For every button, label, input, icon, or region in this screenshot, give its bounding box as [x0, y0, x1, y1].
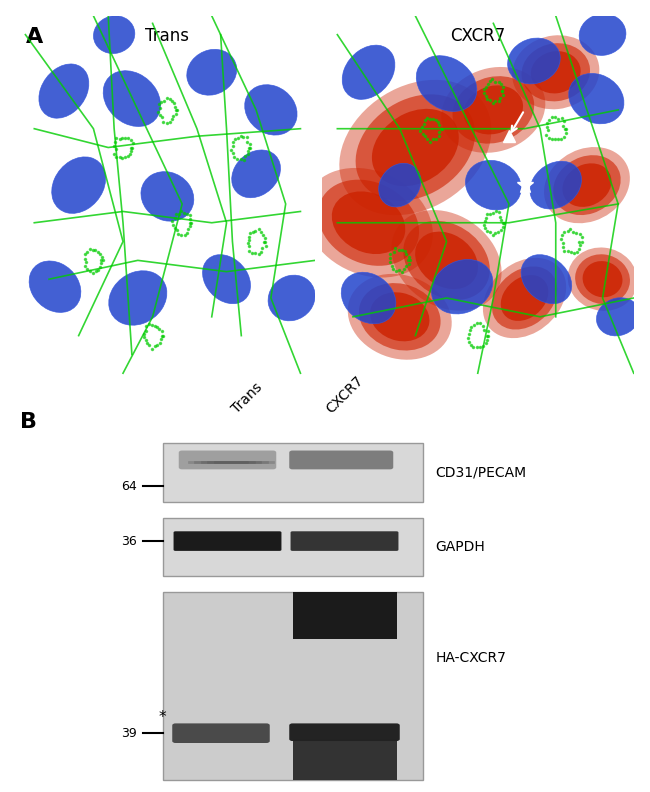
Ellipse shape [342, 45, 395, 99]
Ellipse shape [483, 258, 566, 338]
Ellipse shape [403, 221, 490, 300]
Text: HA-CXCR7: HA-CXCR7 [436, 651, 506, 665]
Ellipse shape [582, 261, 623, 297]
Ellipse shape [339, 80, 491, 215]
Ellipse shape [508, 38, 560, 84]
Ellipse shape [492, 266, 557, 329]
FancyBboxPatch shape [291, 531, 398, 551]
FancyBboxPatch shape [289, 451, 393, 470]
Ellipse shape [465, 160, 521, 210]
Ellipse shape [531, 51, 580, 93]
Ellipse shape [597, 298, 640, 336]
FancyBboxPatch shape [289, 723, 400, 741]
Ellipse shape [52, 157, 105, 213]
Text: CXCR7: CXCR7 [450, 27, 506, 45]
Ellipse shape [341, 272, 396, 324]
Text: CD31/PECAM: CD31/PECAM [436, 466, 526, 479]
FancyBboxPatch shape [292, 592, 396, 639]
Ellipse shape [416, 55, 477, 112]
Text: *: * [159, 710, 166, 725]
FancyBboxPatch shape [292, 739, 396, 780]
Text: 64: 64 [121, 480, 136, 493]
Ellipse shape [268, 275, 315, 321]
Ellipse shape [569, 74, 624, 124]
Ellipse shape [39, 64, 89, 118]
Ellipse shape [463, 86, 523, 135]
Ellipse shape [553, 155, 621, 215]
Ellipse shape [521, 44, 590, 101]
Ellipse shape [332, 192, 406, 254]
FancyBboxPatch shape [174, 531, 281, 551]
Ellipse shape [512, 36, 599, 109]
Text: Trans: Trans [229, 379, 265, 416]
Ellipse shape [567, 247, 638, 311]
Ellipse shape [575, 254, 630, 304]
Ellipse shape [530, 162, 582, 209]
Text: Trans: Trans [146, 27, 189, 45]
Ellipse shape [500, 275, 549, 321]
Ellipse shape [29, 261, 81, 312]
FancyBboxPatch shape [172, 723, 270, 743]
Ellipse shape [415, 231, 478, 289]
Ellipse shape [103, 70, 161, 127]
Ellipse shape [141, 172, 194, 221]
FancyBboxPatch shape [162, 518, 422, 577]
FancyBboxPatch shape [162, 592, 422, 780]
Ellipse shape [318, 180, 419, 266]
Ellipse shape [521, 255, 572, 303]
Ellipse shape [304, 168, 433, 277]
Ellipse shape [391, 210, 502, 310]
Ellipse shape [203, 255, 250, 303]
Text: GAPDH: GAPDH [436, 540, 486, 554]
Ellipse shape [432, 260, 493, 314]
Ellipse shape [441, 67, 545, 153]
Text: 36: 36 [121, 535, 136, 547]
Ellipse shape [544, 147, 630, 223]
Ellipse shape [356, 94, 475, 200]
Ellipse shape [244, 85, 297, 135]
Ellipse shape [452, 76, 534, 143]
Ellipse shape [370, 292, 430, 341]
Text: A: A [25, 27, 43, 48]
FancyBboxPatch shape [162, 443, 422, 502]
Ellipse shape [348, 274, 452, 360]
Ellipse shape [187, 49, 237, 95]
Ellipse shape [379, 163, 421, 207]
Ellipse shape [372, 109, 459, 186]
Text: B: B [20, 412, 36, 432]
Ellipse shape [231, 150, 281, 198]
Text: CXCR7: CXCR7 [323, 373, 366, 416]
Ellipse shape [94, 16, 135, 54]
FancyBboxPatch shape [179, 451, 276, 470]
Ellipse shape [562, 163, 612, 207]
Text: 39: 39 [121, 727, 136, 740]
Ellipse shape [359, 283, 441, 351]
Ellipse shape [109, 271, 167, 326]
Ellipse shape [579, 14, 626, 55]
